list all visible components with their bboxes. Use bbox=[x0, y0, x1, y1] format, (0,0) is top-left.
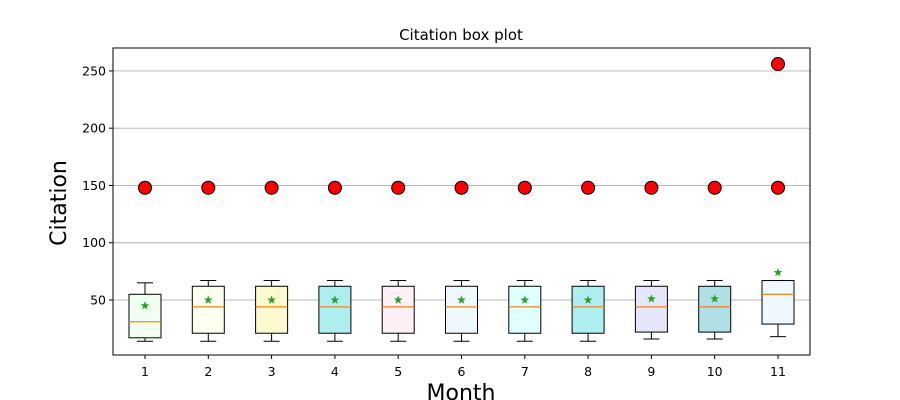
y-axis: 50 100 150 200 250 bbox=[82, 63, 113, 308]
outlier-point bbox=[454, 180, 469, 195]
box-group bbox=[761, 57, 795, 338]
box-group bbox=[381, 180, 415, 342]
y-tick-label: 200 bbox=[82, 121, 106, 136]
mean-marker bbox=[330, 295, 340, 304]
x-axis: 1 2 3 4 5 6 7 8 9 10 11 bbox=[141, 355, 786, 379]
mean-marker bbox=[267, 295, 276, 304]
box-group bbox=[255, 180, 289, 342]
mean-marker bbox=[140, 301, 150, 310]
y-tick-label: 250 bbox=[82, 63, 106, 78]
box bbox=[508, 285, 542, 334]
y-tick-label: 150 bbox=[82, 178, 106, 193]
box-group bbox=[634, 180, 668, 340]
outlier-point bbox=[644, 180, 659, 195]
box-group bbox=[191, 180, 225, 342]
x-tick-label: 8 bbox=[584, 364, 592, 379]
x-tick-label: 6 bbox=[458, 364, 466, 379]
mean-marker bbox=[710, 294, 720, 303]
outlier-point bbox=[327, 180, 342, 195]
box bbox=[571, 285, 605, 334]
mean-marker bbox=[520, 295, 530, 304]
box bbox=[191, 285, 225, 334]
x-tick-label: 4 bbox=[331, 364, 339, 379]
box bbox=[128, 293, 162, 339]
box bbox=[445, 285, 478, 334]
chart-title: Citation box plot bbox=[399, 26, 523, 44]
box bbox=[318, 285, 352, 334]
x-tick-label: 7 bbox=[521, 364, 529, 379]
x-tick-label: 5 bbox=[394, 364, 402, 379]
box-group bbox=[318, 180, 352, 342]
x-tick-label: 1 bbox=[141, 364, 149, 379]
plot-content bbox=[128, 57, 795, 342]
x-tick-label: 2 bbox=[204, 364, 212, 379]
mean-marker bbox=[583, 295, 593, 304]
outlier-point bbox=[138, 180, 152, 195]
y-tick-label: 100 bbox=[82, 235, 106, 250]
outlier-point bbox=[201, 180, 216, 195]
box-group bbox=[128, 180, 162, 342]
box-group bbox=[508, 180, 542, 342]
x-tick-label: 10 bbox=[707, 364, 723, 379]
box bbox=[381, 285, 415, 334]
outlier-point bbox=[264, 180, 279, 195]
mean-marker bbox=[647, 294, 656, 303]
x-tick-label: 9 bbox=[647, 364, 655, 379]
outlier-point bbox=[391, 180, 406, 195]
x-tick-label: 3 bbox=[268, 364, 276, 379]
box-group bbox=[698, 180, 732, 340]
mean-marker bbox=[457, 295, 466, 304]
box-group bbox=[445, 180, 478, 342]
y-tick-label: 50 bbox=[90, 293, 106, 308]
box bbox=[698, 285, 732, 333]
x-axis-label: Month bbox=[427, 381, 496, 400]
outlier-point bbox=[771, 180, 785, 195]
box bbox=[761, 280, 795, 325]
mean-marker bbox=[203, 295, 213, 304]
box bbox=[255, 285, 289, 334]
box-group bbox=[571, 180, 605, 342]
outlier-point bbox=[581, 180, 596, 195]
outlier-point bbox=[771, 57, 785, 72]
x-tick-label: 11 bbox=[770, 364, 786, 379]
outlier-point bbox=[707, 180, 722, 195]
outlier-point bbox=[517, 180, 532, 195]
mean-marker bbox=[393, 295, 403, 304]
y-axis-label: Citation bbox=[47, 160, 72, 246]
mean-marker bbox=[773, 267, 783, 277]
box bbox=[634, 285, 668, 333]
